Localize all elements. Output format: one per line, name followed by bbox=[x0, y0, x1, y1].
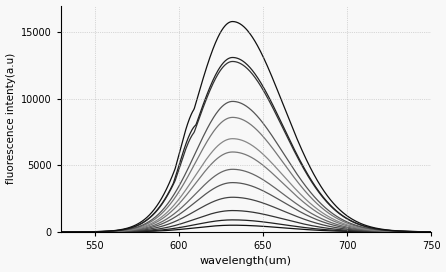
Y-axis label: fluorescence intenty(a.u): fluorescence intenty(a.u) bbox=[5, 53, 16, 184]
X-axis label: wavelength(um): wavelength(um) bbox=[200, 256, 292, 267]
